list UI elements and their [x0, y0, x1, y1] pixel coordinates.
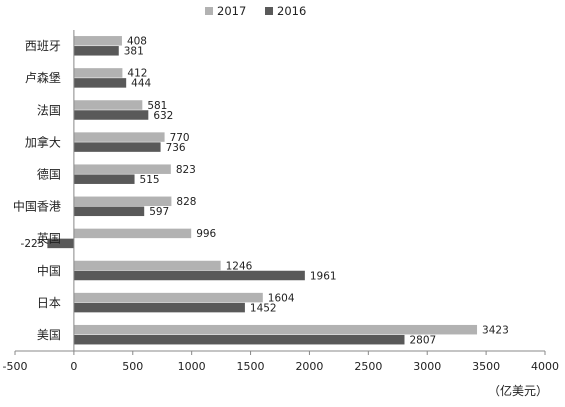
category-label: 卢森堡 — [25, 70, 61, 85]
bar-2017 — [73, 228, 192, 239]
category-label: 法国 — [37, 103, 61, 117]
category-label: 英国 — [37, 232, 61, 246]
value-label-2017: 770 — [170, 132, 190, 144]
value-label-2017: 408 — [127, 36, 147, 48]
unit-label: （亿美元） — [488, 383, 548, 398]
bar-2016 — [73, 46, 119, 56]
x-tick-label: 3500 — [472, 360, 500, 373]
bar-2017 — [73, 196, 172, 207]
category-label: 德国 — [37, 166, 61, 181]
bar-2017 — [73, 36, 122, 46]
value-label-2017: 412 — [127, 68, 147, 80]
x-tick-label: 500 — [122, 360, 143, 373]
bar-2016 — [73, 206, 145, 217]
bars — [47, 36, 478, 345]
category-label: 西班牙 — [25, 39, 61, 53]
value-label-2016: 444 — [131, 78, 151, 90]
x-tick-label: 1000 — [178, 360, 206, 373]
category-label: 中国香港 — [13, 199, 61, 214]
x-tick-label: 4000 — [531, 360, 559, 373]
legend: 2017 2016 — [205, 4, 306, 18]
x-tick-label: -500 — [3, 360, 28, 373]
value-label-2016: 515 — [140, 174, 160, 186]
category-label: 美国 — [37, 328, 61, 342]
value-label-2017: 823 — [176, 164, 196, 176]
legend-swatch-2017 — [205, 7, 213, 15]
bar-2016 — [73, 334, 405, 345]
x-tick-label: 1500 — [237, 360, 265, 373]
bar-2017 — [73, 132, 165, 142]
bar-2017 — [73, 260, 221, 271]
x-tick-label: 2000 — [295, 360, 323, 373]
value-label-2016: 597 — [149, 206, 169, 218]
legend-label-2017: 2017 — [217, 4, 246, 18]
value-label-2016: 632 — [153, 110, 173, 122]
value-label-2017: 1246 — [226, 260, 253, 272]
value-label-2017: 828 — [176, 196, 196, 208]
x-tick-label: 2500 — [354, 360, 382, 373]
axes: -500 0 500 1000 1500 2000 2500 3000 3500 4000 — [3, 30, 559, 373]
bar-2017 — [73, 68, 123, 78]
bar-2016 — [73, 78, 127, 88]
bar-2017 — [73, 100, 143, 110]
value-label-2017: 996 — [196, 228, 216, 240]
bar-2017 — [73, 164, 171, 174]
value-label-2016: 1452 — [250, 302, 277, 314]
bar-2016 — [73, 110, 149, 120]
x-tick-label: 3000 — [413, 360, 441, 373]
category-label: 日本 — [37, 296, 61, 310]
category-label: 中国 — [37, 263, 61, 278]
value-label-2016: 381 — [124, 46, 144, 58]
bar-2016 — [73, 174, 135, 184]
value-label-2016: 2807 — [409, 334, 436, 346]
bar-2017 — [73, 324, 478, 335]
bar-2016 — [47, 238, 74, 249]
category-label: 加拿大 — [25, 134, 61, 149]
value-label-2016: 1961 — [310, 270, 337, 282]
legend-swatch-2016 — [265, 7, 273, 15]
bar-2016 — [73, 270, 305, 281]
bar-2016 — [73, 302, 245, 313]
x-tick-label: 0 — [70, 360, 77, 373]
value-label-2016: -225 — [21, 238, 45, 250]
value-label-2017: 581 — [147, 100, 167, 112]
bar-2016 — [73, 142, 161, 152]
legend-label-2016: 2016 — [277, 4, 306, 18]
value-label-2017: 1604 — [268, 292, 295, 304]
value-label-2017: 3423 — [482, 324, 509, 336]
value-label-2016: 736 — [166, 142, 186, 154]
bar-2017 — [73, 292, 263, 303]
